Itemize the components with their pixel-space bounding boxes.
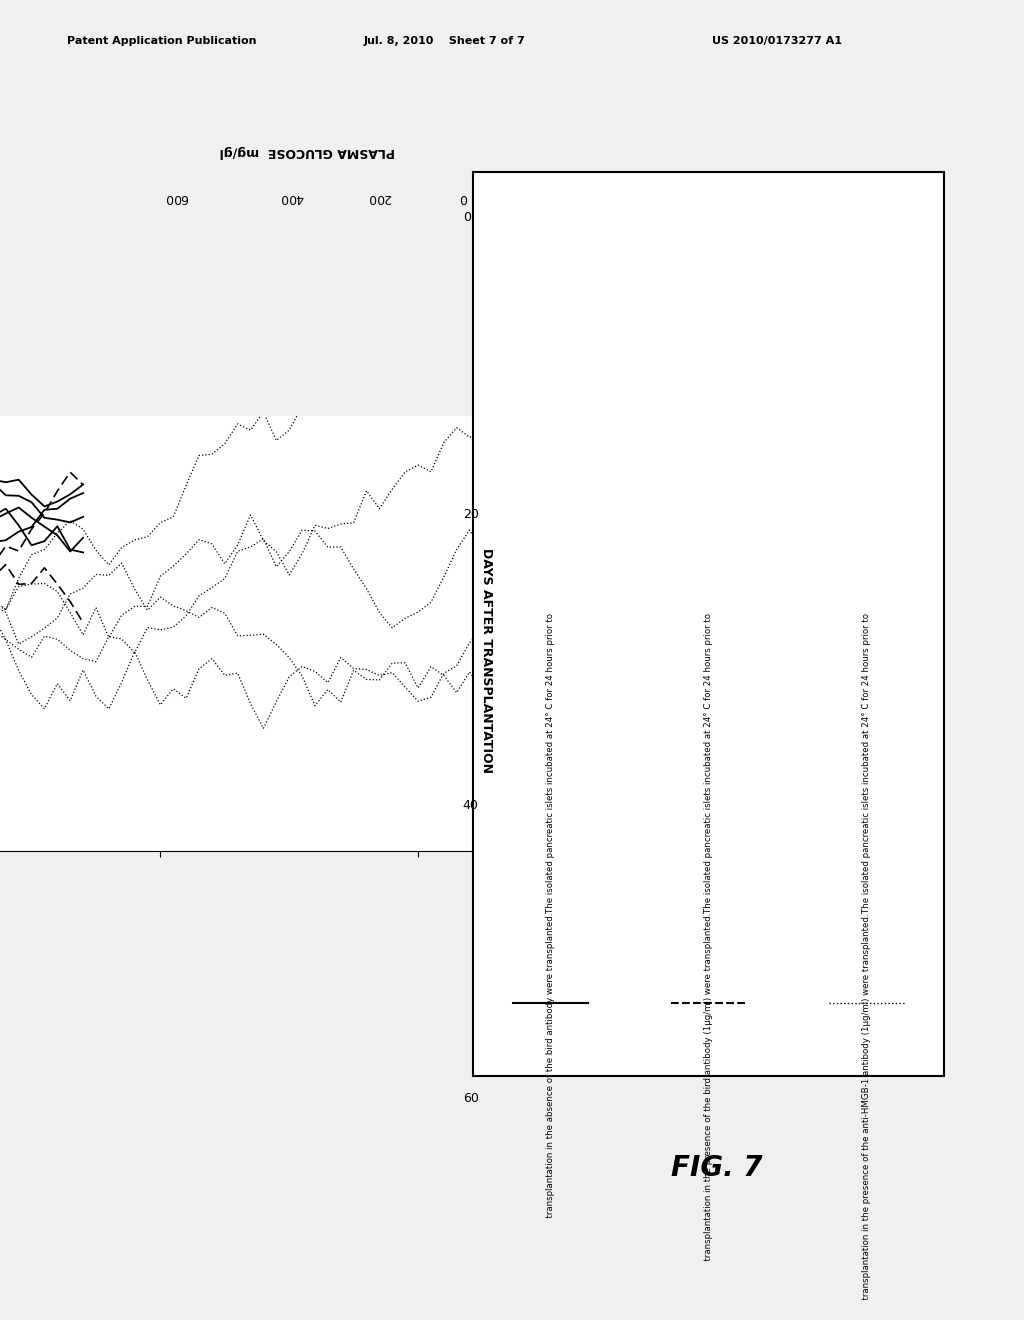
Text: The isolated pancreatic islets incubated at 24° C for 24 hours prior to: The isolated pancreatic islets incubated…: [862, 612, 870, 913]
Text: 600: 600: [164, 191, 188, 205]
Text: 40: 40: [463, 799, 479, 812]
Text: The isolated pancreatic islets incubated at 24° C for 24 hours prior to: The isolated pancreatic islets incubated…: [547, 612, 555, 913]
Text: 60: 60: [463, 1092, 479, 1105]
Text: 400: 400: [280, 191, 304, 205]
Text: DAYS AFTER TRANSPLANTATION: DAYS AFTER TRANSPLANTATION: [480, 548, 493, 772]
Text: Jul. 8, 2010    Sheet 7 of 7: Jul. 8, 2010 Sheet 7 of 7: [364, 36, 525, 46]
Text: transplantation in the absence of the bird antibody were transplanted.: transplantation in the absence of the bi…: [547, 913, 555, 1224]
Text: 0: 0: [459, 191, 467, 205]
Text: transplantation in the presence of the bird antibody (1μg/ml) were transplanted.: transplantation in the presence of the b…: [705, 913, 713, 1266]
Text: 200: 200: [367, 191, 391, 205]
Text: The isolated pancreatic islets incubated at 24° C for 24 hours prior to: The isolated pancreatic islets incubated…: [705, 612, 713, 913]
Text: Patent Application Publication: Patent Application Publication: [67, 36, 256, 46]
Text: US 2010/0173277 A1: US 2010/0173277 A1: [712, 36, 842, 46]
Text: PLASMA GLUCOSE  mg/gl: PLASMA GLUCOSE mg/gl: [219, 145, 395, 158]
Text: FIG. 7: FIG. 7: [671, 1154, 763, 1183]
Text: 0: 0: [463, 211, 471, 224]
Text: 20: 20: [463, 508, 479, 521]
Text: transplantation in the presence of the anti-HMGB-1 antibody (1μg/ml) were transp: transplantation in the presence of the a…: [862, 913, 870, 1304]
